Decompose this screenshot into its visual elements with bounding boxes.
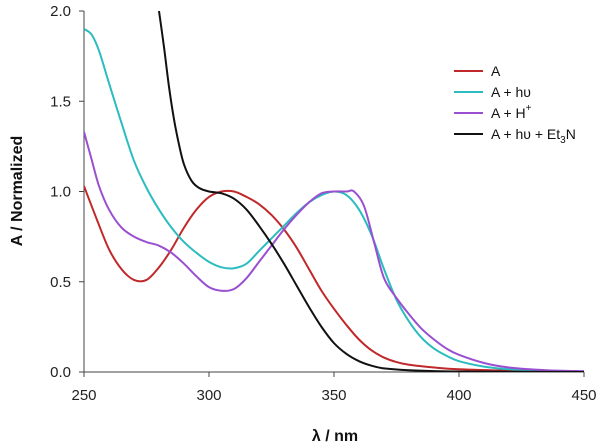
series-line-a-h-et3n	[158, 11, 584, 372]
x-tick-label: 450	[571, 387, 596, 404]
legend: A A + hυ A + H+ A + hυ + Et3N	[454, 63, 576, 146]
y-tick-label: 2.0	[50, 3, 71, 20]
series-line-a-h	[84, 131, 584, 372]
axes: 250 300 350 400 450 0.0 0.5 1.0 1.5 2.0	[50, 3, 596, 404]
x-axis-label: λ / nm	[312, 428, 358, 445]
x-tick-label: 250	[71, 387, 96, 404]
series-line-a	[84, 185, 584, 372]
y-tick-label: 1.0	[50, 184, 71, 201]
legend-label-a-h: A + hυ	[491, 84, 531, 100]
legend-label-a: A	[491, 63, 501, 79]
y-tick-label: 0.0	[50, 364, 71, 381]
x-tick-label: 400	[446, 387, 471, 404]
x-tick-label: 300	[196, 387, 221, 404]
series-lines	[84, 11, 584, 372]
y-tick-label: 1.5	[50, 93, 71, 110]
y-axis-label: A / Normalized	[9, 136, 26, 247]
series-line-a-h	[84, 28, 584, 372]
y-tick-label: 0.5	[50, 274, 71, 291]
legend-label-a-h-et3n: A + hυ + Et3N	[491, 126, 576, 146]
legend-label-a-h: A + H+	[491, 103, 532, 121]
x-tick-label: 350	[321, 387, 346, 404]
